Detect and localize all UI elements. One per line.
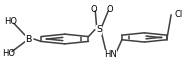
Text: O: O [90, 5, 97, 14]
Text: Cl: Cl [174, 10, 183, 19]
Text: HO: HO [2, 49, 15, 58]
Text: S: S [96, 25, 102, 34]
Text: O: O [107, 5, 113, 14]
Text: HN: HN [104, 50, 116, 59]
Text: HO: HO [4, 17, 17, 26]
Text: B: B [26, 34, 32, 44]
